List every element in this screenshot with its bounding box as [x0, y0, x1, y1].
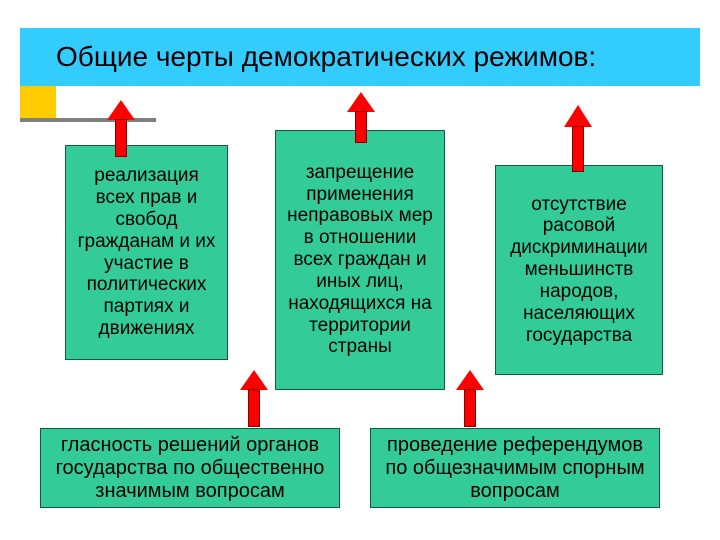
feature-text: запрещение применения неправовых мер в о… — [284, 162, 436, 359]
arrow-up-icon — [564, 105, 592, 171]
title-banner: Общие черты демократических режимов: — [20, 28, 700, 86]
accent-tab — [20, 86, 56, 120]
feature-box-rights: реализация всех прав и свобод гражданам … — [65, 145, 228, 360]
feature-box-prohibition: запрещение применения неправовых мер в о… — [275, 130, 445, 390]
feature-box-publicity: гласность решений органов государства по… — [40, 428, 340, 508]
horizontal-rule — [20, 118, 156, 122]
arrow-up-icon — [456, 370, 484, 426]
arrow-up-icon — [107, 100, 135, 156]
feature-box-referendums: проведение референдумов по общезначимым … — [370, 428, 660, 508]
feature-text: отсутствие расовой дискриминации меньшин… — [504, 194, 654, 347]
feature-text: проведение референдумов по общезначимым … — [379, 434, 651, 503]
arrow-up-icon — [240, 370, 268, 426]
feature-box-no-discrimination: отсутствие расовой дискриминации меньшин… — [495, 165, 663, 375]
arrow-up-icon — [347, 92, 375, 142]
feature-text: гласность решений органов государства по… — [49, 434, 331, 503]
page-title: Общие черты демократических режимов: — [56, 41, 596, 73]
feature-text: реализация всех прав и свобод гражданам … — [74, 165, 219, 340]
